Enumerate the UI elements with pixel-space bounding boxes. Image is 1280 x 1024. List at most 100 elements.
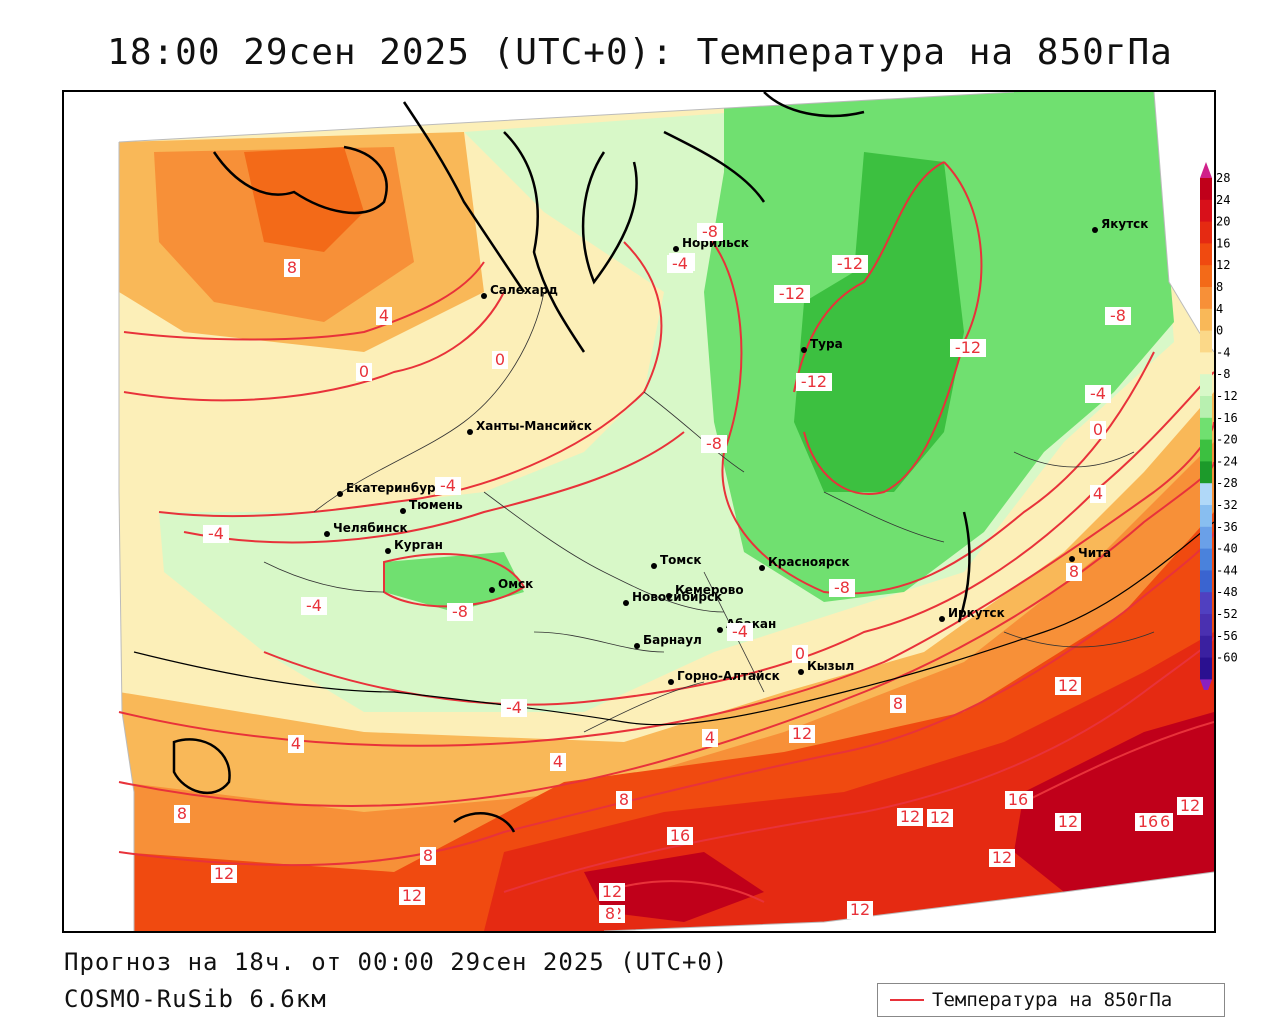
colorbar-tick-label: 28 [1216, 171, 1230, 185]
isotherm-label-bg [435, 477, 461, 495]
isotherm-label-bg [950, 339, 986, 357]
city-label: Иркутск [948, 606, 1005, 620]
colorbar-tick-label: 8 [1216, 280, 1223, 294]
isotherm-label: 0 [495, 350, 505, 369]
city-label: Салехард [490, 283, 558, 297]
isotherm-label-bg [697, 223, 723, 241]
colorbar-top-arrow [1200, 162, 1212, 178]
legend-line-swatch [890, 999, 924, 1001]
isotherm-label: -12 [837, 254, 863, 273]
colorbar-tick-label: -36 [1216, 520, 1238, 534]
city-label: Челябинск [333, 521, 408, 535]
isotherm-label-bg [927, 809, 953, 827]
city-label: Тюмень [409, 498, 463, 512]
isotherm-label: -8 [452, 602, 468, 621]
colorbar-tick-label: -40 [1216, 542, 1238, 556]
colorbar-tick-label: -60 [1216, 651, 1238, 665]
isotherm-label: 12 [402, 886, 422, 905]
colorbar-tick-label: -12 [1216, 389, 1238, 403]
temperature-fill-layer [119, 92, 1214, 931]
colorbar-cell [1200, 439, 1212, 462]
isotherm-label-bg [376, 307, 392, 325]
colorbar-cell [1200, 352, 1212, 375]
isotherm-label-bg [774, 285, 810, 303]
colorbar-tick-label: 12 [1216, 258, 1230, 272]
isotherm-label: 8 [287, 258, 297, 277]
isotherm-label: -4 [506, 698, 522, 717]
colorbar-tick-label: 4 [1216, 302, 1223, 316]
isotherm-lines [118, 161, 1214, 903]
colorbar-cell [1200, 505, 1212, 528]
colorbar-cell [1200, 330, 1212, 353]
isotherm-label: -12 [779, 284, 805, 303]
isotherm-label-bg [667, 827, 693, 845]
isotherm-label: 4 [291, 734, 301, 753]
isotherm-label: -8 [1110, 306, 1126, 325]
isotherm-label: -4 [306, 596, 322, 615]
isotherm-label: -8 [706, 434, 722, 453]
city-label: Ханты-Мансийск [476, 419, 592, 433]
isotherm-label: -12 [955, 338, 981, 357]
isotherm-label-bg [1055, 813, 1081, 831]
colorbar-tick-label: -44 [1216, 563, 1238, 577]
city-marker [324, 531, 330, 537]
city-marker [717, 627, 723, 633]
isotherm-label: 12 [1058, 812, 1078, 831]
colorbar-cell [1200, 396, 1212, 419]
colorbar-tick-label: -16 [1216, 411, 1238, 425]
isotherm-label: 4 [379, 306, 389, 325]
isotherm-label-bg [211, 865, 237, 883]
colorbar-cell [1200, 657, 1212, 680]
city-label: Курган [394, 538, 443, 552]
isotherm-label-bg [702, 729, 718, 747]
region-borders [263, 291, 1155, 733]
city-marker [467, 429, 473, 435]
isotherm-label-bg [1090, 421, 1106, 439]
coastline [172, 92, 971, 833]
isotherm-label-bg [1005, 791, 1031, 809]
isotherm-label-bg [1105, 307, 1131, 325]
colorbar-tick-label: -56 [1216, 629, 1238, 643]
city-label: Новосибирск [632, 590, 722, 604]
isotherm-label: 12 [900, 807, 920, 826]
city-marker [651, 563, 657, 569]
colorbar-tick-label: 0 [1216, 324, 1223, 338]
isotherm-label: 12 [1058, 676, 1078, 695]
isotherm-label: 4 [1093, 484, 1103, 503]
city-marker [673, 246, 679, 252]
colorbar-cell [1200, 592, 1212, 615]
colorbar-cell [1200, 461, 1212, 484]
isotherm-label: 8 [1069, 562, 1079, 581]
isotherm-label: 12 [602, 882, 622, 901]
colorbar-cell [1200, 308, 1212, 332]
colorbar-tick-label: 20 [1216, 215, 1230, 229]
isotherm-label: 8 [893, 694, 903, 713]
colorbar-cell [1200, 614, 1212, 637]
isotherm-label-bg [203, 525, 229, 543]
isotherm-label: -4 [440, 476, 456, 495]
legend-box: Температура на 850гПа [877, 983, 1225, 1017]
colorbar-tick-label: 16 [1216, 236, 1230, 250]
colorbar-cell [1200, 221, 1212, 244]
isotherm-label-bg [792, 645, 808, 663]
isotherm-label: 0 [795, 644, 805, 663]
isotherm-label-bg [420, 847, 436, 865]
city-label: Екатеринбург [346, 481, 442, 495]
city-label: Томск [660, 553, 702, 567]
isotherm-label: 16 [670, 826, 690, 845]
isotherm-label-bg [602, 905, 618, 923]
city-marker [634, 643, 640, 649]
city-marker [668, 679, 674, 685]
isotherm-label: 12 [792, 724, 812, 743]
isotherm-label: 8 [423, 846, 433, 865]
city-marker [1092, 227, 1098, 233]
city-marker [337, 491, 343, 497]
colorbar-tick-label: -24 [1216, 454, 1238, 468]
city-marker [385, 548, 391, 554]
temperature-colorbar: 28 24 20 16 12 8 4 0 -4 -8 -12 -16 -20 -24 -28 -32 -36 -4… [1200, 162, 1238, 690]
colorbar-cell [1200, 374, 1212, 397]
colorbar-cell [1200, 199, 1212, 223]
isotherm-label-bg [1177, 797, 1203, 815]
isotherm-label-bg [1085, 385, 1111, 403]
isotherm-label-bg [501, 699, 527, 717]
